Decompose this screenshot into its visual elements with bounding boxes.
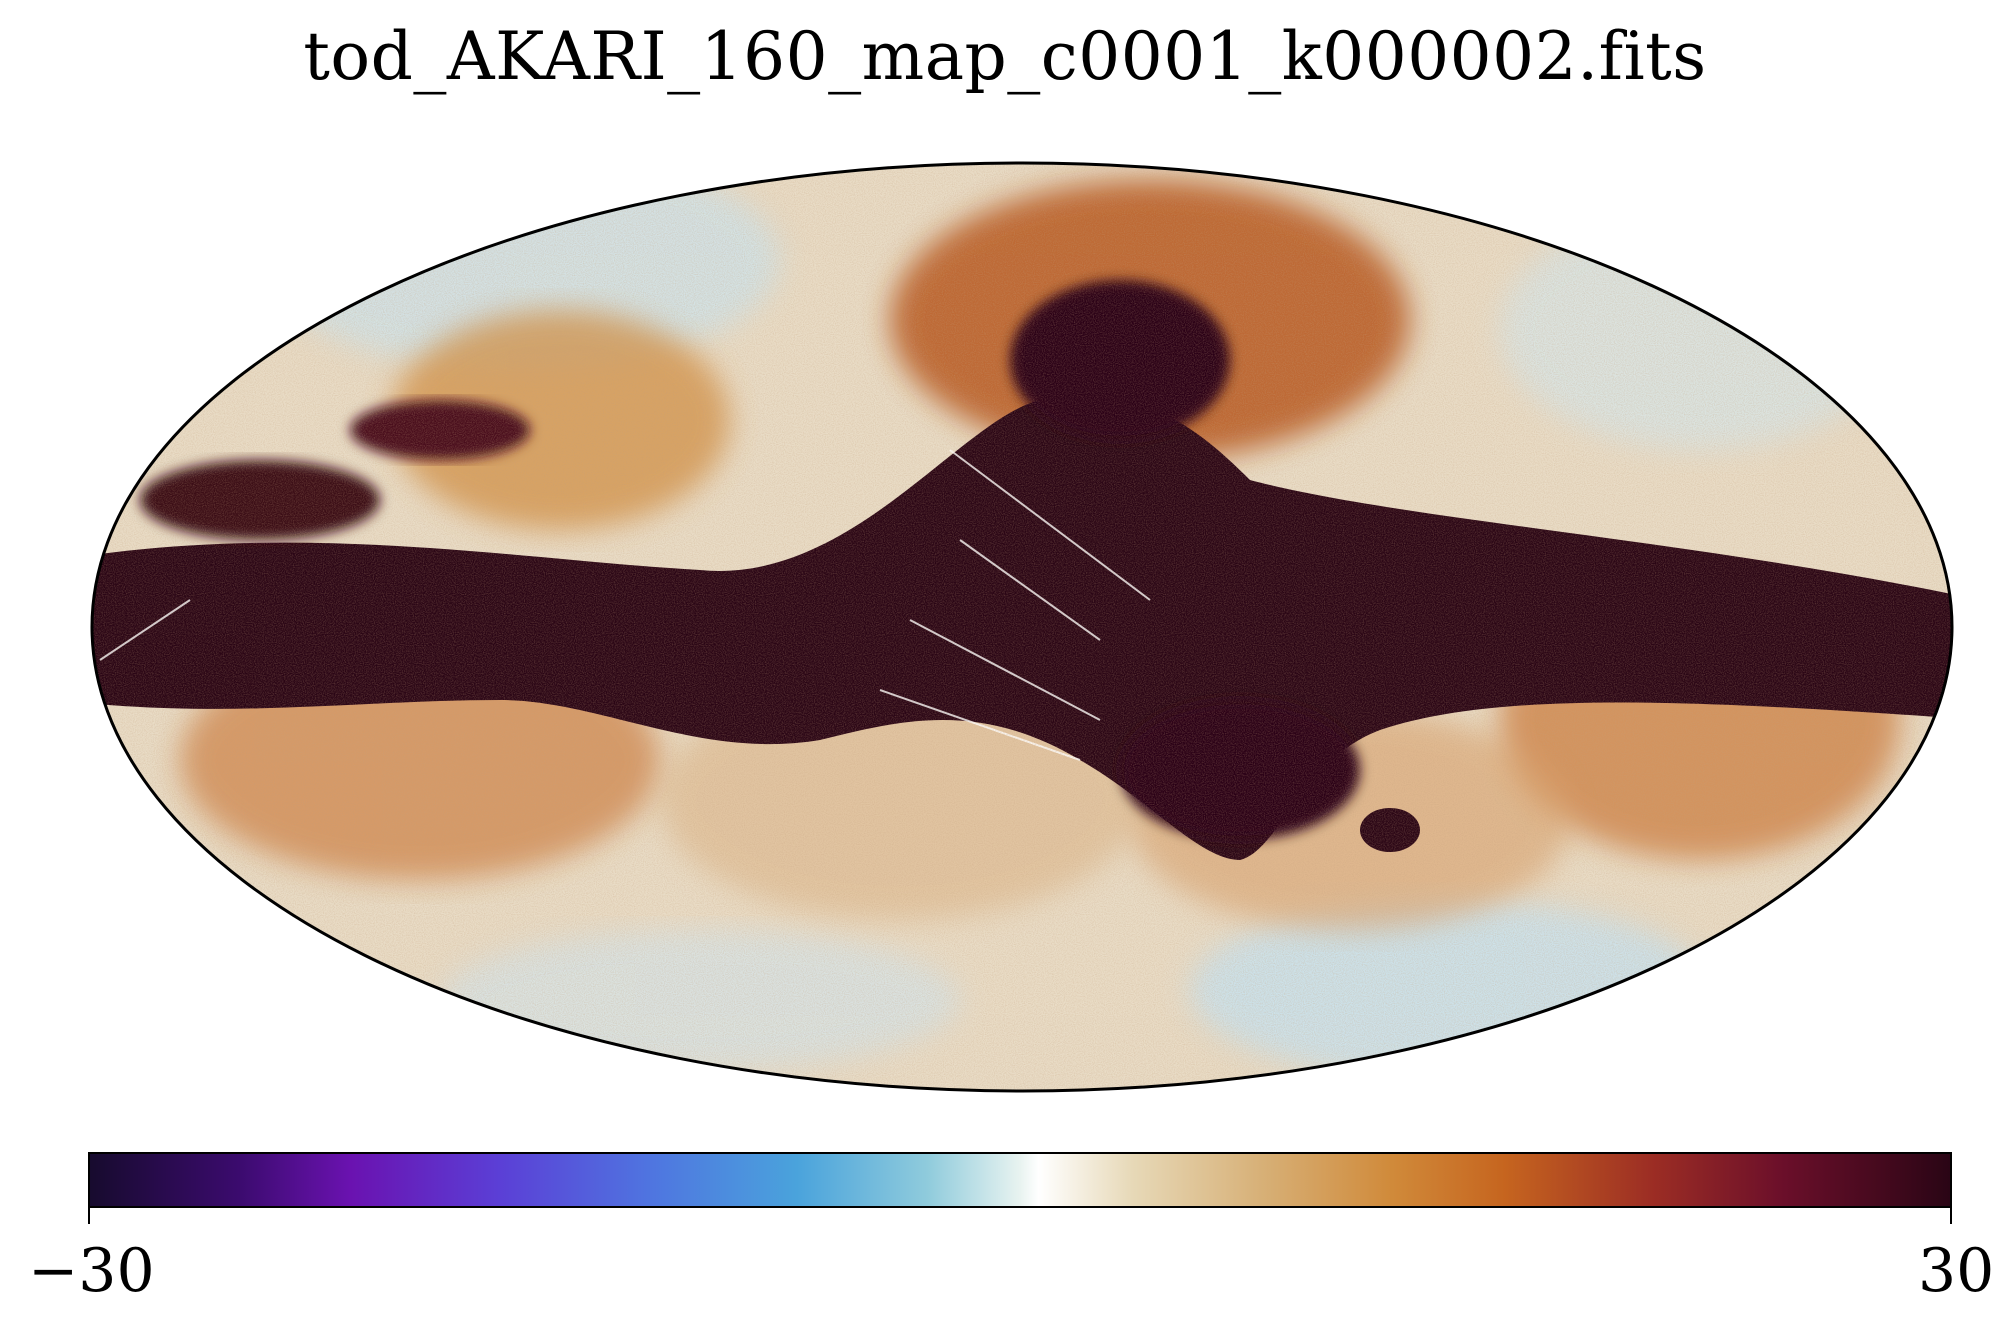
sky-map-pixels [92, 163, 1952, 1091]
map-title: tod_AKARI_160_map_c0001_k000002.fits [303, 18, 1707, 95]
colorbar [88, 1152, 1952, 1208]
colorbar-min-label: −30 [28, 1236, 155, 1306]
colorbar-max-label: 30 [1918, 1236, 1995, 1306]
colorbar-tick-max [1950, 1208, 1952, 1224]
map-boundary [90, 161, 1954, 1093]
colorbar-tick-min [88, 1208, 90, 1224]
